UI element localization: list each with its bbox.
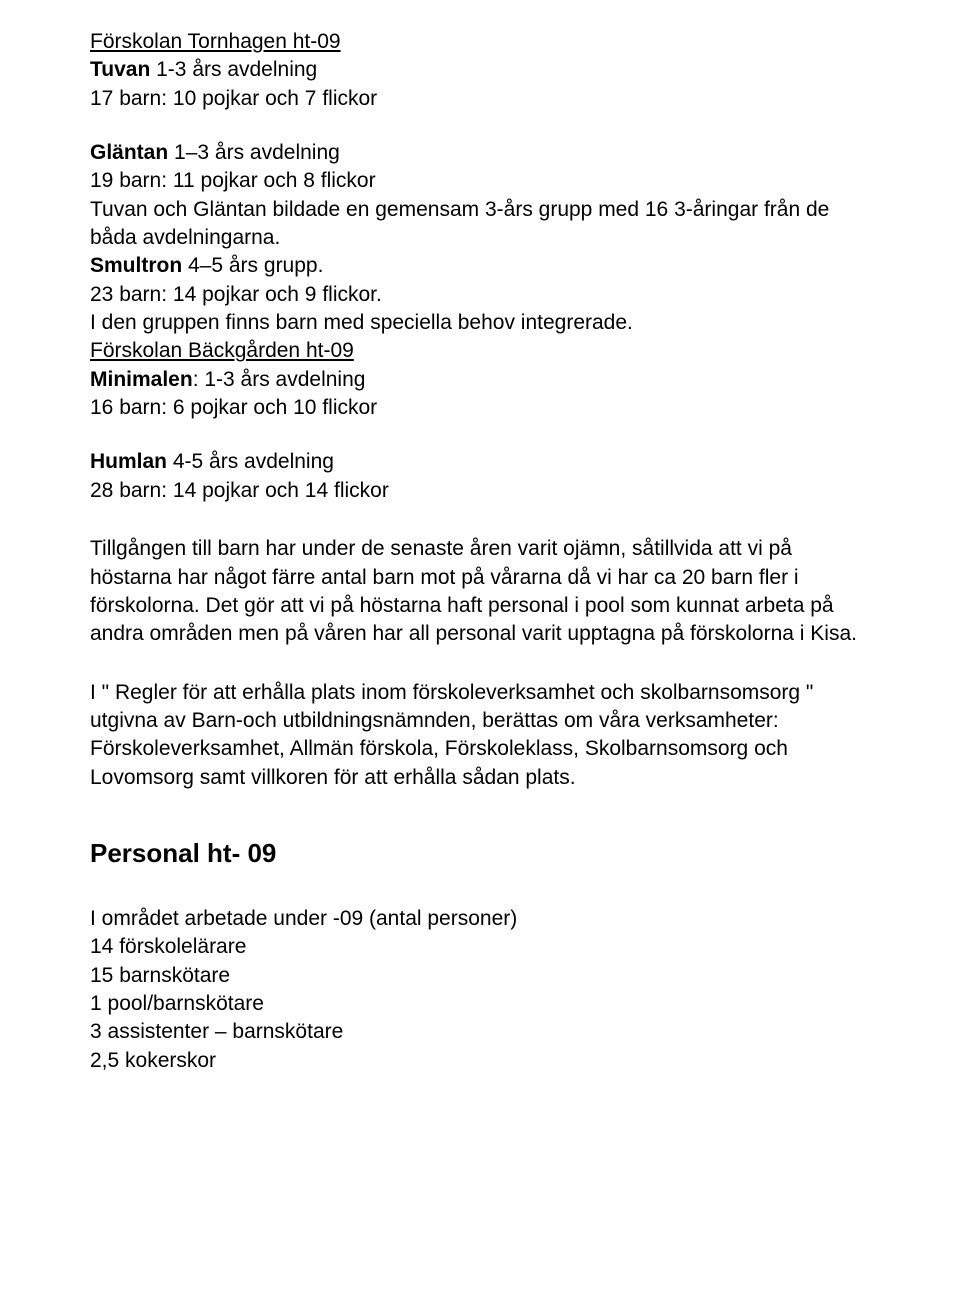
humlan-rest: 4-5 års avdelning: [167, 450, 334, 473]
tuvan-rest: 1-3 års avdelning: [150, 58, 317, 81]
spacer: [90, 422, 870, 448]
minimalen-line: Minimalen: 1-3 års avdelning: [90, 366, 870, 394]
personal-line-5: 2,5 kokerskor: [90, 1047, 870, 1075]
section-title-tornhagen: Förskolan Tornhagen ht-09: [90, 28, 870, 56]
glantan-line: Gläntan 1–3 års avdelning: [90, 139, 870, 167]
document-page: Förskolan Tornhagen ht-09 Tuvan 1-3 års …: [0, 0, 960, 1304]
section-title-backgarden: Förskolan Bäckgården ht-09: [90, 337, 870, 365]
minimalen-label: Minimalen: [90, 368, 193, 391]
spacer: [90, 505, 870, 535]
personal-line-1: 14 förskolelärare: [90, 933, 870, 961]
glantan-count: 19 barn: 11 pojkar och 8 flickor: [90, 167, 870, 195]
spacer: [90, 113, 870, 139]
smultron-rest: 4–5 års grupp.: [182, 254, 323, 277]
humlan-count: 28 barn: 14 pojkar och 14 flickor: [90, 477, 870, 505]
minimalen-rest: : 1-3 års avdelning: [193, 368, 366, 391]
personal-line-3: 1 pool/barnskötare: [90, 990, 870, 1018]
spacer: [90, 649, 870, 679]
smultron-line: Smultron 4–5 års grupp.: [90, 252, 870, 280]
tuvan-line: Tuvan 1-3 års avdelning: [90, 56, 870, 84]
heading-personal: Personal ht- 09: [90, 836, 870, 871]
personal-line-4: 3 assistenter – barnskötare: [90, 1018, 870, 1046]
personal-line-2: 15 barnskötare: [90, 962, 870, 990]
smultron-label: Smultron: [90, 254, 182, 277]
tuvan-label: Tuvan: [90, 58, 150, 81]
humlan-line: Humlan 4-5 års avdelning: [90, 448, 870, 476]
smultron-note: I den gruppen finns barn med speciella b…: [90, 309, 870, 337]
personal-intro: I området arbetade under -09 (antal pers…: [90, 905, 870, 933]
smultron-count: 23 barn: 14 pojkar och 9 flickor.: [90, 281, 870, 309]
tuvan-count: 17 barn: 10 pojkar och 7 flickor: [90, 85, 870, 113]
paragraph-availability: Tillgången till barn har under de senast…: [90, 535, 870, 648]
humlan-label: Humlan: [90, 450, 167, 473]
glantan-rest: 1–3 års avdelning: [168, 141, 340, 164]
paragraph-rules: I " Regler för att erhålla plats inom fö…: [90, 679, 870, 792]
glantan-label: Gläntan: [90, 141, 168, 164]
minimalen-count: 16 barn: 6 pojkar och 10 flickor: [90, 394, 870, 422]
glantan-note: Tuvan och Gläntan bildade en gemensam 3-…: [90, 196, 870, 253]
